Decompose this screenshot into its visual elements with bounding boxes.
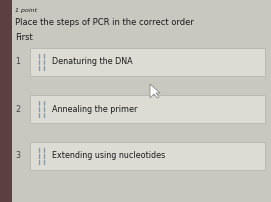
FancyBboxPatch shape — [30, 142, 265, 170]
FancyBboxPatch shape — [30, 48, 265, 76]
Text: 1 point: 1 point — [15, 8, 37, 13]
Polygon shape — [150, 84, 160, 98]
Bar — [0, 0, 12, 202]
Text: 2: 2 — [15, 104, 21, 114]
Text: 1: 1 — [15, 58, 21, 66]
Text: 3: 3 — [15, 152, 21, 161]
Text: Annealing the primer: Annealing the primer — [52, 104, 137, 114]
Text: Extending using nucleotides: Extending using nucleotides — [52, 152, 165, 161]
Text: Place the steps of PCR in the correct order: Place the steps of PCR in the correct or… — [15, 18, 194, 27]
FancyBboxPatch shape — [30, 95, 265, 123]
Text: Denaturing the DNA: Denaturing the DNA — [52, 58, 133, 66]
Text: First: First — [15, 33, 33, 42]
